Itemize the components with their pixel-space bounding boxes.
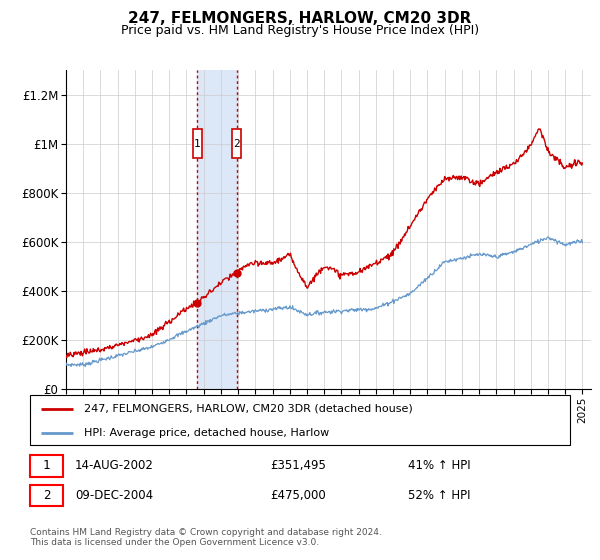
- Text: 2: 2: [233, 139, 240, 148]
- Text: £475,000: £475,000: [270, 489, 326, 502]
- Text: 247, FELMONGERS, HARLOW, CM20 3DR: 247, FELMONGERS, HARLOW, CM20 3DR: [128, 11, 472, 26]
- Text: 41% ↑ HPI: 41% ↑ HPI: [408, 459, 470, 473]
- Bar: [197, 70, 237, 389]
- Text: 2: 2: [43, 489, 50, 502]
- Text: HPI: Average price, detached house, Harlow: HPI: Average price, detached house, Harl…: [84, 428, 329, 437]
- FancyBboxPatch shape: [193, 129, 202, 158]
- Text: 247, FELMONGERS, HARLOW, CM20 3DR (detached house): 247, FELMONGERS, HARLOW, CM20 3DR (detac…: [84, 404, 413, 414]
- Text: 1: 1: [43, 459, 50, 473]
- Text: £351,495: £351,495: [270, 459, 326, 473]
- Text: 1: 1: [194, 139, 200, 148]
- Text: 09-DEC-2004: 09-DEC-2004: [75, 489, 153, 502]
- Text: Contains HM Land Registry data © Crown copyright and database right 2024.
This d: Contains HM Land Registry data © Crown c…: [30, 528, 382, 547]
- FancyBboxPatch shape: [30, 395, 570, 445]
- FancyBboxPatch shape: [232, 129, 241, 158]
- Text: Price paid vs. HM Land Registry's House Price Index (HPI): Price paid vs. HM Land Registry's House …: [121, 24, 479, 37]
- Text: 52% ↑ HPI: 52% ↑ HPI: [408, 489, 470, 502]
- Text: 14-AUG-2002: 14-AUG-2002: [75, 459, 154, 473]
